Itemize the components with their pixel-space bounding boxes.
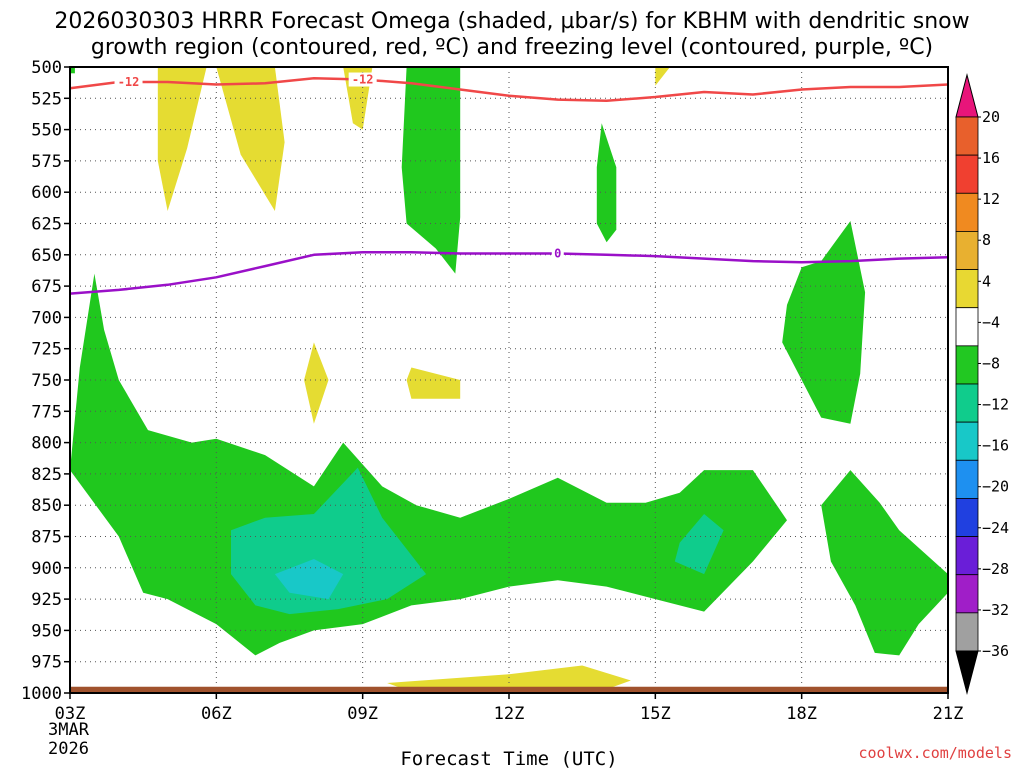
x-axis: 03Z 06Z 09Z 12Z 15Z 18Z 21Z xyxy=(55,693,964,724)
y-tick-label-575: 575 xyxy=(31,152,62,172)
omega-region-yellow-5 xyxy=(406,367,461,399)
y-tick-label-925: 925 xyxy=(31,590,62,610)
colorbar-bottom-arrow xyxy=(955,650,979,695)
y-tick-label-950: 950 xyxy=(31,621,62,641)
contour-label-0-0: -12 xyxy=(118,75,140,89)
colorbar-top-arrow xyxy=(955,73,979,118)
colorbar-bin-0 xyxy=(955,116,979,156)
omega-region-green-7 xyxy=(70,67,75,74)
omega-region-yellow-6 xyxy=(387,665,631,692)
colorbar-label-9: −20 xyxy=(982,478,1009,496)
x-date-line1: 3MAR xyxy=(48,720,90,740)
colorbar-bin-4 xyxy=(955,269,979,309)
colorbar-label-6: −8 xyxy=(982,354,1000,372)
colorbar-label-13: −36 xyxy=(982,642,1009,660)
omega-region-cyan-15 xyxy=(274,559,344,600)
colorbar-bin-5 xyxy=(955,307,979,347)
colorbar-bin-6 xyxy=(955,345,979,385)
colorbar-bin-11 xyxy=(955,536,979,576)
omega-region-teal-14 xyxy=(674,514,724,575)
omega-region-green-12 xyxy=(821,470,948,656)
colorbar-bin-9 xyxy=(955,459,979,499)
credit-text: coolwx.com/models xyxy=(858,744,1012,762)
y-tick-label-525: 525 xyxy=(31,89,62,109)
temperature-contours: -12 -12 0 xyxy=(69,72,949,295)
y-tick-label-550: 550 xyxy=(31,121,62,141)
colorbar-label-10: −24 xyxy=(982,519,1009,537)
x-tick-label-18Z: 18Z xyxy=(786,704,817,724)
y-axis: 500 525 550 575 600 625 650 675 700 725 750 775 800 8… xyxy=(21,58,70,704)
colorbar-bin-2 xyxy=(955,192,979,232)
ground-layer xyxy=(70,686,948,693)
contour-label-bg-0-0 xyxy=(114,75,143,90)
colorbar-label-8: −16 xyxy=(982,437,1009,455)
colorbar-label-1: 16 xyxy=(982,149,1000,167)
colorbar-bin-8 xyxy=(955,421,979,461)
colorbar-label-4: 4 xyxy=(982,272,991,290)
y-tick-label-775: 775 xyxy=(31,402,62,422)
contour-label-bg-0-1 xyxy=(348,72,377,87)
y-tick-label-1000: 1000 xyxy=(21,684,62,704)
y-tick-label-600: 600 xyxy=(31,183,62,203)
omega-region-yellow-1 xyxy=(216,67,285,211)
y-tick-label-650: 650 xyxy=(31,246,62,266)
colorbar-bin-7 xyxy=(955,383,979,423)
y-tick-label-800: 800 xyxy=(31,434,62,454)
colorbar-label-11: −28 xyxy=(982,560,1009,578)
x-tick-label-15Z: 15Z xyxy=(640,704,671,724)
colorbar-label-2: 12 xyxy=(982,190,1000,208)
omega-region-yellow-4 xyxy=(304,342,329,424)
y-tick-label-675: 675 xyxy=(31,277,62,297)
colorbar-bin-13 xyxy=(955,612,979,652)
omega-region-green-8 xyxy=(401,67,461,274)
contour-line-1 xyxy=(69,251,949,295)
omega-region-yellow-0 xyxy=(157,67,207,211)
y-tick-label-625: 625 xyxy=(31,215,62,235)
x-tick-label-03Z: 03Z xyxy=(55,704,86,724)
y-tick-label-750: 750 xyxy=(31,371,62,391)
colorbar-label-3: 8 xyxy=(982,231,991,249)
y-tick-label-825: 825 xyxy=(31,465,62,485)
y-tick-label-975: 975 xyxy=(31,653,62,673)
omega-region-green-9 xyxy=(596,123,617,243)
contour-label-1-0: 0 xyxy=(554,247,561,261)
colorbar-label-12: −32 xyxy=(982,601,1009,619)
x-date-line2: 2026 xyxy=(48,739,89,759)
colorbar-bin-1 xyxy=(955,154,979,194)
contour-label-bg-1-0 xyxy=(551,246,564,261)
y-tick-label-500: 500 xyxy=(31,58,62,78)
x-tick-label-21Z: 21Z xyxy=(933,704,964,724)
y-tick-label-875: 875 xyxy=(31,528,62,548)
y-tick-label-850: 850 xyxy=(31,496,62,516)
colorbar-bin-3 xyxy=(955,231,979,270)
omega-region-green-10 xyxy=(782,221,866,424)
colorbar-label-5: −4 xyxy=(982,313,1000,331)
y-tick-label-725: 725 xyxy=(31,340,62,360)
omega-shaded-regions xyxy=(70,67,948,692)
colorbar: 20 16 12 8 4 −4 −8 −12 −16 −20 −24 −28 −32 −36 xyxy=(955,73,1009,695)
colorbar-bin-10 xyxy=(955,498,979,537)
colorbar-label-7: −12 xyxy=(982,396,1009,414)
colorbar-label-0: 20 xyxy=(982,108,1000,126)
ground-bar xyxy=(70,686,948,693)
omega-region-yellow-3 xyxy=(655,67,670,86)
x-axis-label: Forecast Time (UTC) xyxy=(400,748,617,768)
x-tick-label-06Z: 06Z xyxy=(201,704,232,724)
y-tick-label-700: 700 xyxy=(31,308,62,328)
y-tick-label-900: 900 xyxy=(31,559,62,579)
x-tick-label-09Z: 09Z xyxy=(347,704,378,724)
chart-title-line2: growth region (contoured, red, ºC) and f… xyxy=(91,35,933,60)
x-tick-label-12Z: 12Z xyxy=(494,704,525,724)
contour-line-0 xyxy=(69,77,949,103)
colorbar-bin-12 xyxy=(955,574,979,614)
chart-title-line1: 2026030303 HRRR Forecast Omega (shaded, … xyxy=(54,9,969,34)
contour-label-0-1: -12 xyxy=(352,73,374,87)
